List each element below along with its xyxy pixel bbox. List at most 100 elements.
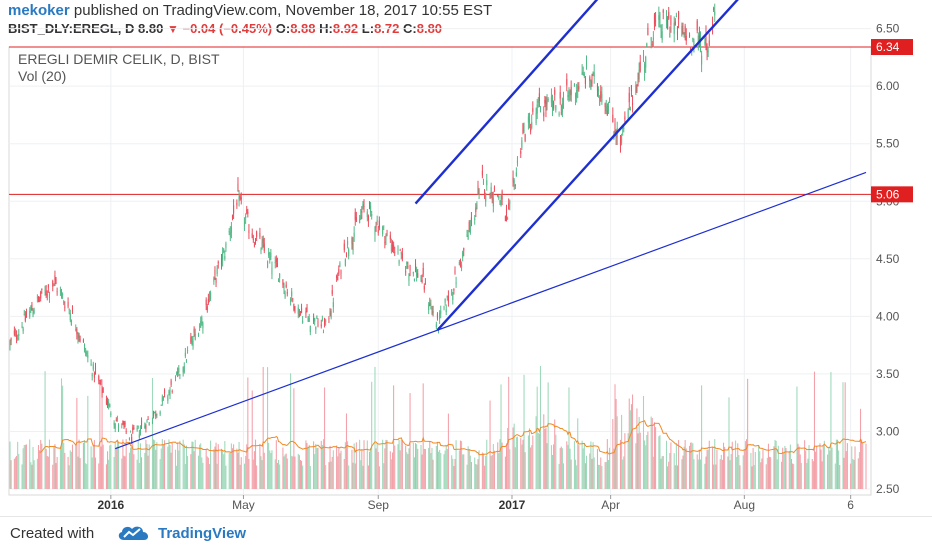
volume-bar (162, 444, 164, 489)
candle-body (481, 170, 483, 176)
candle-body (121, 423, 123, 425)
candle-body (54, 275, 56, 281)
candle-body (701, 55, 703, 65)
y-tick-label: 6.50 (876, 22, 900, 36)
candle-body (455, 282, 457, 284)
volume-bar (316, 447, 318, 489)
candle-body (683, 32, 685, 37)
horizontal-levels[interactable] (9, 0, 871, 195)
candle-body (383, 225, 385, 227)
candle-body (248, 230, 250, 233)
candle-body (62, 294, 64, 296)
candle-body (385, 235, 387, 240)
volume-bar (759, 451, 761, 489)
volume-bar (491, 455, 493, 489)
price-chart[interactable]: 2.503.003.504.004.505.005.506.006.507.00… (0, 0, 932, 516)
candle-body (301, 307, 303, 313)
volume-bar (509, 449, 511, 489)
volume-bar (554, 419, 556, 489)
volume-bar (21, 464, 23, 489)
candle-body (391, 243, 394, 251)
candle-body (55, 278, 57, 285)
volume-bar (546, 443, 548, 489)
volume-bar (490, 455, 492, 489)
candle-body (684, 25, 686, 35)
volume-bar (813, 371, 816, 489)
volume-bar (307, 447, 309, 489)
x-tick-label: 6 (847, 498, 854, 512)
candle-body (674, 21, 676, 26)
volume-bar (845, 451, 847, 489)
volume-bar (90, 446, 92, 489)
volume-bar (581, 440, 583, 489)
volume-bar (271, 450, 273, 489)
candle-body (484, 190, 486, 196)
candle-body (585, 63, 588, 67)
candle-body (406, 262, 408, 264)
volume-bar (377, 451, 379, 489)
level-price-tag-bg (871, 39, 913, 56)
candle-body (99, 382, 101, 385)
volume-bar (497, 442, 499, 489)
footer: Created with TradingView (0, 516, 932, 550)
volume-bar (247, 377, 249, 489)
volume-bar (788, 450, 790, 489)
volume-bar (481, 452, 483, 489)
volume-bar (105, 464, 107, 489)
volume-bar (834, 463, 836, 489)
volume-bar (52, 464, 54, 489)
candle-body (59, 290, 61, 292)
candle-body (285, 284, 287, 288)
level-price-tag: 5.06 (876, 187, 900, 201)
volume-bar (298, 455, 300, 489)
trend-lines[interactable] (115, 0, 867, 450)
candle-body (183, 366, 185, 373)
candle-body (79, 339, 81, 341)
volume-bar (713, 464, 715, 489)
candle-body (176, 373, 178, 375)
candle-body (343, 243, 345, 251)
candle-body (330, 311, 332, 318)
candle-body (431, 308, 433, 315)
candle-body (360, 215, 362, 220)
author-name[interactable]: mekoker (8, 2, 70, 19)
volume-bar (436, 441, 438, 489)
candle-body (696, 20, 698, 31)
candle-body (567, 95, 569, 97)
volume-bar (256, 465, 258, 489)
candle-body (128, 437, 131, 440)
candle-body (37, 296, 40, 300)
volume-bar (445, 444, 447, 489)
volume-bar (345, 413, 348, 489)
candle-body (520, 151, 522, 154)
candle-body (637, 79, 639, 86)
candle-body (516, 160, 518, 164)
volume-bar (191, 441, 193, 489)
volume-bar (408, 448, 410, 489)
candle-body (584, 78, 586, 84)
volume-bar (852, 458, 854, 489)
volume-bar (550, 445, 552, 489)
candle-body (94, 366, 97, 373)
volume-bar (130, 447, 132, 489)
candle-body (461, 264, 463, 269)
tradingview-cloud-icon[interactable] (116, 523, 152, 543)
candles (9, 3, 716, 445)
candle-body (551, 99, 554, 110)
volume-bar (156, 442, 158, 489)
volume-bar (844, 382, 846, 489)
volume-bar (302, 465, 304, 489)
candle-body (308, 317, 310, 322)
candle-body (101, 389, 103, 394)
candle-body (60, 292, 63, 298)
candle-body (531, 122, 533, 129)
candle-body (527, 116, 529, 123)
volume-bar (246, 444, 248, 489)
volume-bar (468, 449, 470, 489)
tradingview-brand[interactable]: TradingView (158, 525, 247, 542)
volume-bar (737, 443, 739, 489)
candle-body (665, 18, 668, 24)
candle-body (475, 207, 477, 213)
volume-bar (562, 463, 565, 489)
candle-body (393, 245, 395, 250)
